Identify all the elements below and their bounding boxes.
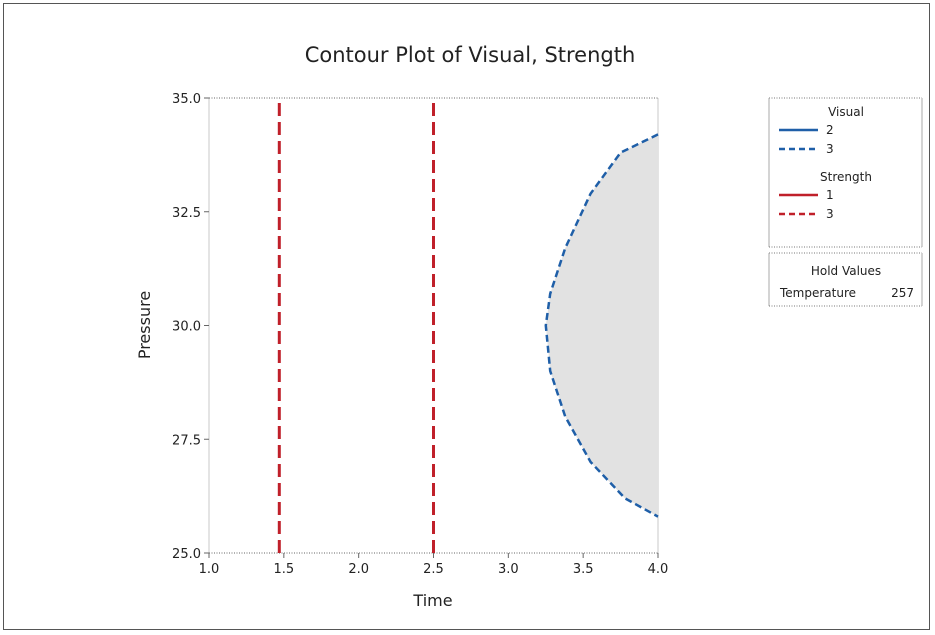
- y-tick-label: 30.0: [172, 320, 201, 335]
- hold-values-title: Hold Values: [811, 264, 881, 278]
- legend-group-title: Strength: [820, 170, 872, 184]
- legend: Visual 2 3 Strength 1 3 Hold Values Temperature…: [768, 97, 923, 307]
- legend-entry-label: 3: [826, 142, 834, 156]
- legend-group-title: Visual: [828, 105, 864, 119]
- chart-frame: Contour Plot of Visual, Strength 1.0 1.5 2…: [3, 3, 930, 630]
- legend-entry-label: 2: [826, 123, 834, 137]
- y-tick-label: 25.0: [172, 547, 201, 562]
- x-tick-label: 2.0: [348, 562, 369, 577]
- contour-visual-3-0: [544, 133, 659, 518]
- x-tick-label: 1.0: [199, 562, 220, 577]
- x-tick-label: 3.0: [498, 562, 519, 577]
- chart-title: Contour Plot of Visual, Strength: [305, 43, 636, 67]
- y-axis-label: Pressure: [135, 291, 154, 359]
- feasible-region-fill: [545, 134, 658, 517]
- x-tick-label: 2.5: [423, 562, 444, 577]
- contour-chart: Contour Plot of Visual, Strength 1.0 1.5 2…: [135, 43, 923, 610]
- x-tick-label: 1.5: [273, 562, 294, 577]
- x-tick-label: 4.0: [648, 562, 669, 577]
- y-tick-label: 35.0: [172, 92, 201, 107]
- x-axis-label: Time: [412, 591, 452, 610]
- y-tick-label: 32.5: [172, 206, 201, 221]
- y-tick-label: 27.5: [172, 433, 201, 448]
- hold-value-number: 257: [891, 286, 914, 300]
- x-tick-label: 3.5: [573, 562, 594, 577]
- hold-value-name: Temperature: [779, 286, 856, 300]
- plot-area: 1.0 1.5 2.0 2.5 3.0 3.5 4.0 25.0 27.5 30.0 32.5 35.…: [172, 92, 668, 577]
- legend-entry-label: 1: [826, 188, 834, 202]
- legend-entry-label: 3: [826, 207, 834, 221]
